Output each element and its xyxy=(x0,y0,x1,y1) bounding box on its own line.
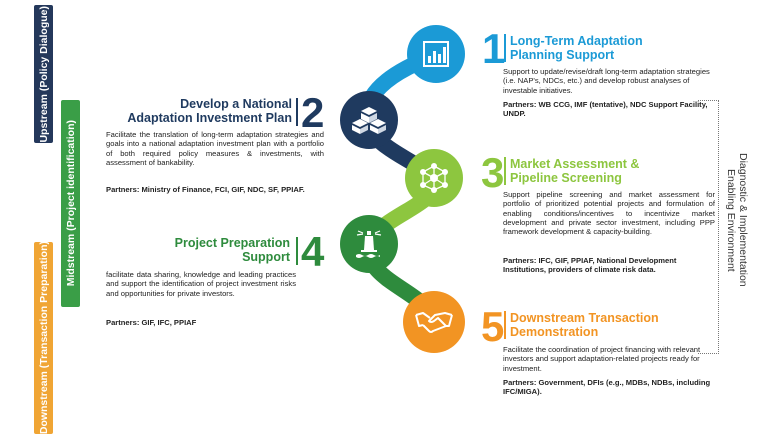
step-5-title: Downstream Transaction Demonstration xyxy=(510,311,659,339)
step-3-number: 3 xyxy=(481,149,505,196)
bar-chart-icon xyxy=(407,25,465,83)
step-3-divider xyxy=(504,157,506,185)
step-4-partners: Partners: GIF, IFC, PPIAF xyxy=(106,318,197,327)
stage-midstream: Midstream (Project identification) xyxy=(61,100,80,307)
step-2-description: Facilitate the translation of long-term … xyxy=(106,130,324,167)
step-3-partners: Partners: IFC, GIF, PPIAF, National Deve… xyxy=(503,256,677,275)
step-4-divider xyxy=(296,237,298,265)
lighthouse-icon xyxy=(340,215,398,273)
handshake-icon xyxy=(403,291,465,353)
step-1-number: 1 xyxy=(482,25,506,72)
network-icon xyxy=(405,149,463,207)
step-4-number: 4 xyxy=(301,228,325,275)
step-5-partners: Partners: Government, DFIs (e.g., MDBs, … xyxy=(503,378,711,397)
step-3-title: Market Assessment & Pipeline Screening xyxy=(510,157,640,185)
step-4-description: facilitate data sharing, knowledge and l… xyxy=(106,270,296,298)
stage-upstream: Upstream (Policy Dialogue) xyxy=(34,5,53,143)
step-5-divider xyxy=(504,311,506,339)
step-1-description: Support to update/revise/draft long-term… xyxy=(503,67,710,95)
stage-downstream: Downstream (Transaction Preparation) xyxy=(34,241,53,435)
step-1-title: Long-Term Adaptation Planning Support xyxy=(510,34,643,62)
step-2-title: Develop a National Adaptation Investment… xyxy=(127,97,292,125)
step-2-number: 2 xyxy=(301,89,325,136)
step-4-title: Project Preparation Support xyxy=(174,236,290,264)
step-3-description: Support pipeline screening and market as… xyxy=(503,190,715,237)
step-5-number: 5 xyxy=(481,303,505,350)
step-1-divider xyxy=(504,34,506,62)
step-2-partners: Partners: Ministry of Finance, FCI, GIF,… xyxy=(106,185,305,194)
enabling-environment-label: Enabling Environment Diagnostic & Implem… xyxy=(725,153,749,287)
step-2-divider xyxy=(296,98,298,126)
enabling-bracket xyxy=(698,100,719,354)
step-5-description: Facilitate the coordination of project f… xyxy=(503,345,701,373)
step-1-partners: Partners: WB CCG, IMF (tentative), NDC S… xyxy=(503,100,708,119)
stacked-boxes-icon xyxy=(340,91,398,149)
